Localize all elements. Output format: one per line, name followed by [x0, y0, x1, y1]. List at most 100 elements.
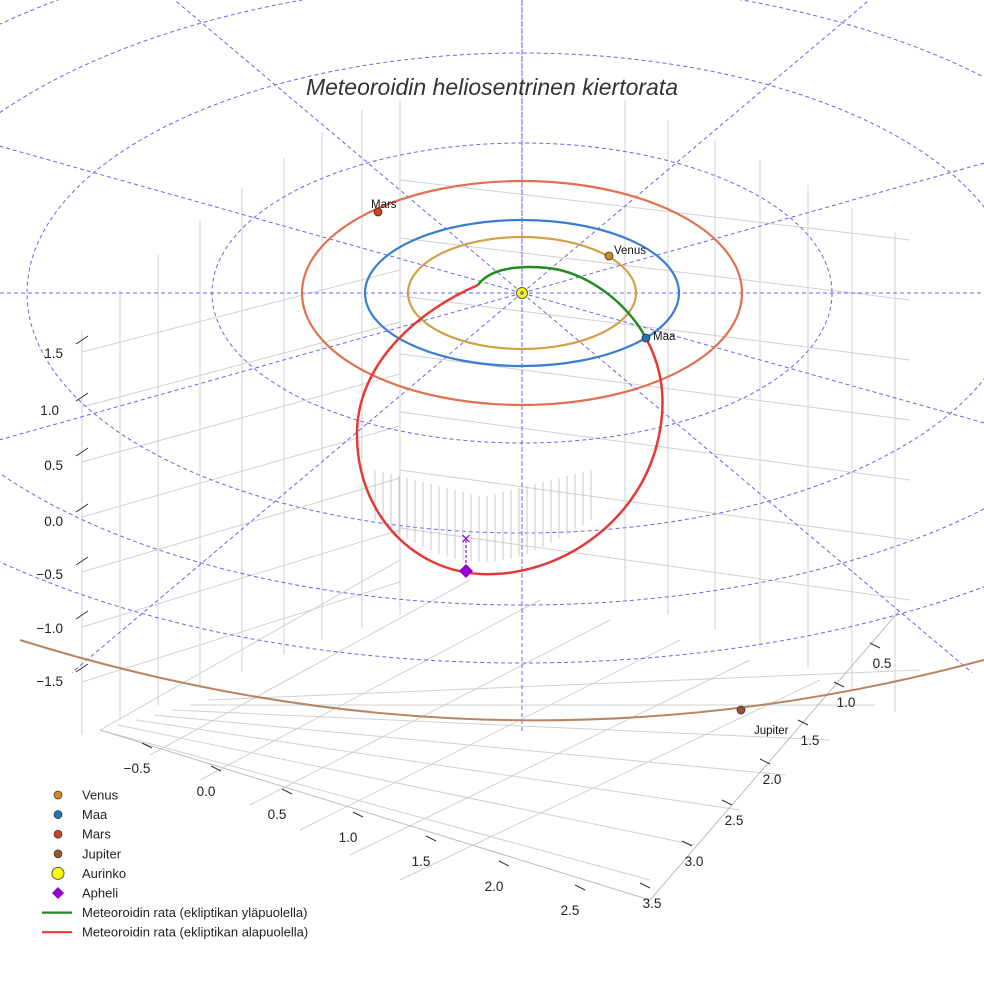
x-tick-mark: [141, 742, 153, 749]
legend: Venus Maa Mars Jupiter Aurinko Apheli Meteoroi…: [42, 788, 308, 940]
y-tick-mark: [833, 681, 845, 688]
x-tick-label: 0.0: [197, 784, 216, 799]
legend-label-4: Aurinko: [82, 866, 126, 881]
z-tick-mark: [75, 503, 89, 513]
planet-label-maa: Maa: [653, 331, 676, 343]
x-tick-label: 2.0: [485, 879, 504, 894]
legend-marker-5: [52, 887, 64, 899]
y-tick-mark: [681, 840, 693, 847]
meteoroid-drop-lines: [374, 470, 592, 562]
y-tick-mark: [869, 642, 881, 649]
grid-line-floor-x: [249, 619, 611, 806]
grid-line-left-horizontal: [81, 373, 401, 463]
planet-orbits: [19, 179, 984, 722]
ecliptic-radial: [521, 162, 984, 294]
z-tick-mark: [75, 447, 89, 457]
ecliptic-radial: [521, 292, 973, 673]
x-tick-label: 1.5: [412, 854, 431, 869]
ecliptic-radial: [173, 0, 523, 294]
planet-marker-maa: [641, 333, 651, 343]
legend-marker-1: [53, 810, 63, 819]
aphelion-marker: [459, 564, 473, 578]
grid-line-floor-y: [117, 724, 696, 846]
planet-marker-venus: [604, 251, 614, 261]
x-tick-mark: [498, 860, 510, 867]
box-grid: [81, 100, 921, 901]
grid-line-floor-y: [171, 709, 831, 741]
grid-line-left-horizontal: [81, 581, 401, 683]
x-tick-label: 2.5: [561, 903, 580, 918]
grid-line-left-horizontal: [81, 425, 401, 518]
grid-line-left-horizontal: [81, 321, 401, 408]
grid-line-left-horizontal: [81, 529, 401, 628]
y-tick-label: 2.0: [763, 772, 782, 787]
legend-marker-0: [53, 790, 63, 800]
x-tick-mark: [210, 765, 222, 772]
x-tick-mark: [574, 884, 586, 891]
grid-line-right-horizontal: [399, 237, 911, 301]
planet-markers: Venus Maa Mars Jupiter ×: [371, 199, 789, 737]
grid-line-left-horizontal: [81, 269, 401, 353]
y-tick-label: 1.5: [801, 733, 820, 748]
x-tick-label: 0.5: [268, 807, 287, 822]
z-tick-label: −0.5: [36, 567, 63, 582]
y-tick-label: 1.0: [837, 695, 856, 710]
planet-label-jupiter: Jupiter: [754, 725, 789, 737]
legend-label-0: Venus: [82, 788, 119, 803]
sun-marker-core: [520, 291, 524, 295]
grid-line-right-horizontal: [399, 179, 911, 241]
legend-label-1: Maa: [82, 807, 108, 822]
x-tick-mark: [352, 811, 364, 818]
aphelion-projection-marker: ×: [460, 531, 472, 547]
x-tick-label: −0.5: [124, 761, 151, 776]
legend-marker-2: [53, 829, 63, 839]
meteoroid-orbit-below: [355, 283, 664, 576]
meteoroid-orbit-above: [476, 265, 648, 339]
legend-label-6: Meteoroidin rata (ekliptikan yläpuolella…: [82, 905, 307, 920]
y-tick-mark: [721, 799, 733, 806]
y-tick-label: 0.5: [873, 656, 892, 671]
planet-label-mars: Mars: [371, 199, 397, 211]
y-tick-label: 2.5: [725, 813, 744, 828]
z-tick-label: 1.5: [44, 346, 63, 361]
ecliptic-radial: [521, 292, 984, 424]
z-tick-label: 0.0: [44, 514, 63, 529]
legend-marker-4: [51, 866, 65, 880]
grid-line-right-horizontal: [399, 469, 911, 541]
x-tick-label: 1.0: [339, 830, 358, 845]
grid-line-floor-x: [149, 579, 471, 756]
ecliptic-radial: [0, 292, 523, 441]
z-tick-label: −1.0: [36, 621, 63, 636]
chart-title: Meteoroidin heliosentrinen kiertorata: [306, 74, 678, 100]
y-tick-label: 3.0: [685, 854, 704, 869]
orbit-venus: [406, 235, 638, 351]
z-tick-label: −1.5: [36, 674, 63, 689]
legend-label-3: Jupiter: [82, 846, 122, 861]
grid-line-right-horizontal: [399, 295, 911, 361]
box-edge-right: [649, 609, 901, 901]
y-tick-mark: [797, 719, 809, 726]
grid-line-floor-x: [399, 679, 821, 881]
planet-marker-mars: [373, 207, 383, 217]
z-tick-mark: [75, 556, 89, 566]
box-edge-front: [99, 729, 651, 901]
y-tick-mark: [759, 758, 771, 765]
legend-label-2: Mars: [82, 827, 111, 842]
grid-line-right-horizontal: [399, 411, 911, 481]
z-tick-mark: [75, 610, 89, 620]
ecliptic-radial: [0, 145, 523, 294]
x-tick-mark: [281, 788, 293, 795]
grid-line-floor-y: [99, 729, 651, 881]
legend-label-5: Apheli: [82, 886, 118, 901]
z-tick-label: 1.0: [40, 403, 59, 418]
grid-line-floor-x: [99, 559, 401, 731]
grid-line-floor-x: [199, 599, 541, 781]
legend-marker-3: [53, 849, 63, 859]
z-tick-label: 0.5: [44, 458, 63, 473]
grid-line-floor-y: [207, 669, 921, 701]
z-tick-mark: [75, 663, 89, 673]
z-tick-mark: [75, 335, 89, 345]
grid-line-floor-y: [135, 719, 741, 811]
planet-marker-jupiter: [736, 705, 746, 715]
